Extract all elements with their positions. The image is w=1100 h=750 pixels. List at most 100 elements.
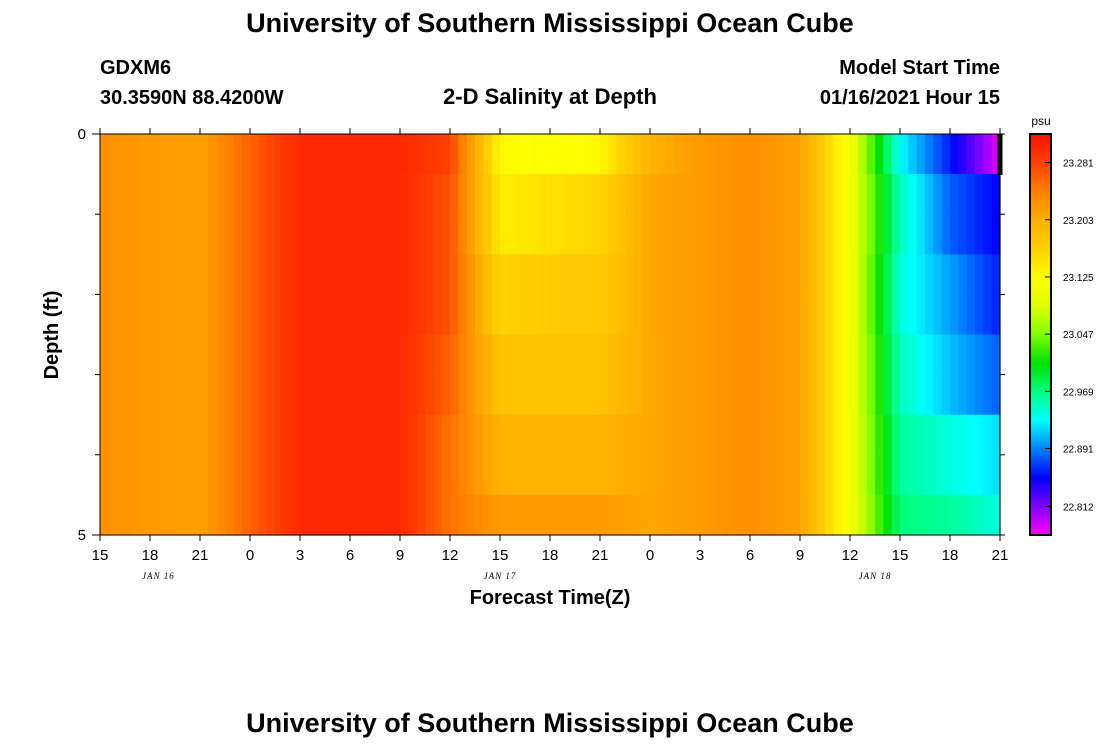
heatmap-cell [425, 174, 434, 215]
heatmap-cell [525, 134, 534, 175]
heatmap-cell [158, 134, 168, 175]
heatmap-cell [741, 334, 751, 376]
heatmap-cell [575, 134, 584, 175]
heatmap-cell [625, 494, 634, 536]
heatmap-cell [916, 214, 926, 255]
heatmap-cell [316, 414, 326, 456]
heatmap-cell [391, 334, 401, 376]
heatmap-cell [966, 494, 976, 536]
heatmap-cell [758, 134, 768, 175]
heatmap-cell [850, 294, 859, 336]
heatmap-cell [258, 254, 268, 295]
heatmap-cell [616, 294, 626, 336]
heatmap-cell [491, 174, 501, 215]
heatmap-cell [766, 374, 776, 416]
heatmap-cell [416, 134, 426, 175]
heatmap-cell [675, 134, 684, 175]
heatmap-cell [516, 334, 526, 376]
heatmap-cell [741, 454, 751, 496]
heatmap-cell [475, 134, 484, 175]
x-tick-label: 21 [992, 547, 1009, 564]
heatmap-cell [158, 214, 168, 255]
heatmap-cell [733, 414, 743, 456]
heatmap-cell [608, 414, 618, 456]
heatmap-cell [808, 174, 818, 215]
heatmap-cell [775, 214, 784, 255]
heatmap-cell [166, 414, 176, 456]
heatmap-cell [150, 374, 159, 416]
heatmap-cell [250, 294, 259, 336]
heatmap-cell [750, 254, 759, 295]
heatmap-cell [833, 174, 843, 215]
heatmap-cell [875, 454, 884, 496]
heatmap-cell [441, 134, 451, 175]
heatmap-cell [383, 294, 393, 336]
heatmap-cell [916, 294, 926, 336]
heatmap-cell [108, 454, 118, 496]
heatmap-cell [725, 374, 734, 416]
heatmap-cell [150, 334, 159, 376]
heatmap-cell [866, 214, 876, 255]
heatmap-cell [883, 414, 893, 456]
heatmap-cell [825, 414, 834, 456]
heatmap-cell [133, 374, 143, 416]
heatmap-cell [175, 214, 184, 255]
heatmap-cell [758, 254, 768, 295]
heatmap-cell [666, 134, 676, 175]
heatmap-cell [850, 374, 859, 416]
heatmap-cell [875, 374, 884, 416]
heatmap-cell [233, 454, 243, 496]
heatmap-cell [433, 374, 443, 416]
heatmap-cell [216, 254, 226, 295]
heatmap-cell [425, 454, 434, 496]
heatmap-cell [875, 214, 884, 255]
heatmap-cell [233, 294, 243, 336]
heatmap-cell [241, 414, 251, 456]
heatmap-cell [283, 454, 293, 496]
heatmap-cell [808, 254, 818, 295]
heatmap-cell [325, 214, 334, 255]
heatmap-cell [341, 414, 351, 456]
heatmap-cell [441, 494, 451, 536]
heatmap-cell [625, 174, 634, 215]
heatmap-cell [608, 294, 618, 336]
heatmap-cell [991, 134, 1001, 175]
heatmap-cell [966, 454, 976, 496]
heatmap-cell [808, 454, 818, 496]
heatmap-cell [925, 414, 934, 456]
heatmap-cell [683, 374, 693, 416]
heatmap-cell [133, 334, 143, 376]
heatmap-cell [108, 334, 118, 376]
heatmap-cell [866, 254, 876, 295]
heatmap-cell [616, 334, 626, 376]
heatmap-cell [541, 414, 551, 456]
heatmap-cell [616, 414, 626, 456]
heatmap-cell [566, 214, 576, 255]
heatmap-cell [208, 174, 218, 215]
heatmap-cell [350, 294, 359, 336]
heatmap-cell [833, 134, 843, 175]
heatmap-cell [433, 454, 443, 496]
heatmap-cell [650, 454, 659, 496]
heatmap-cell [633, 494, 643, 536]
heatmap-cell [208, 494, 218, 536]
heatmap-cell [725, 174, 734, 215]
heatmap-cell [800, 294, 809, 336]
heatmap-cell [308, 174, 318, 215]
heatmap-cell [941, 134, 951, 175]
heatmap-cell [816, 374, 826, 416]
heatmap-cell [483, 454, 493, 496]
heatmap-cell [891, 454, 901, 496]
heatmap-cell [150, 454, 159, 496]
heatmap-cell [716, 334, 726, 376]
station-coords: 30.3590N 88.4200W [100, 87, 284, 109]
heatmap-cell [858, 454, 868, 496]
heatmap-cell [850, 174, 859, 215]
heatmap-cell [708, 494, 718, 536]
heatmap-cell [941, 174, 951, 215]
heatmap-cell [466, 494, 476, 536]
heatmap-cell [425, 334, 434, 376]
heatmap-cell [191, 454, 201, 496]
heatmap-cell [500, 414, 509, 456]
heatmap-cell [225, 454, 234, 496]
